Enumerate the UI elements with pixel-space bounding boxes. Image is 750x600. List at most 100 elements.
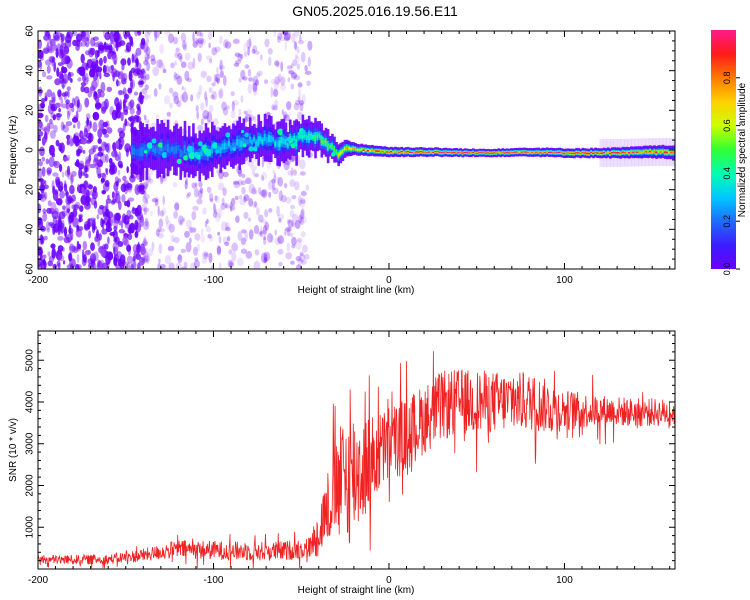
spectrogram-noise-cell	[257, 70, 263, 77]
spectrogram-ridge-cell	[444, 151, 448, 153]
spectrogram-ridge-cell	[371, 149, 374, 152]
spectrogram-ridge-cell	[655, 151, 658, 154]
spectrogram-noise-cell	[93, 91, 98, 101]
spectrogram-noise-cell	[98, 233, 102, 241]
spectrogram-noise-cell	[208, 105, 214, 113]
spectrogram-ridge-cell	[512, 151, 515, 154]
spectrogram-noise-cell	[122, 87, 127, 96]
spectrogram-noise-cell	[126, 262, 131, 269]
spectrogram-ridge-cell	[446, 151, 450, 154]
spectrogram-noise-cell	[277, 248, 284, 255]
spectrogram-ridge-cell	[232, 142, 235, 150]
y-tick-label: 5000	[25, 349, 36, 372]
spectrogram-noise-cell	[221, 101, 227, 111]
spectrogram-ridge-cell	[333, 147, 336, 152]
spectrogram-ridge-cell	[651, 151, 654, 154]
spectrogram-noise-cell	[66, 134, 71, 140]
spectrogram-noise-cell	[88, 148, 95, 155]
spectrogram-noise-cell	[299, 251, 304, 257]
spectrogram-noise-cell	[112, 71, 115, 82]
spectrogram-noise-cell	[76, 226, 80, 233]
spectrogram-noise-cell	[59, 147, 63, 152]
spectrogram-blob	[186, 145, 194, 153]
spectrogram-ridge-cell	[615, 152, 618, 154]
spectrogram-ridge-cell	[592, 152, 595, 155]
spectrogram-noise-cell	[143, 93, 149, 101]
spectrogram-noise-cell	[232, 180, 240, 185]
spectrogram-ridge-cell	[299, 134, 303, 139]
spectrogram-noise-cell	[41, 156, 46, 162]
spectrogram-noise-cell	[52, 185, 56, 191]
spectrogram-noise-cell	[97, 238, 100, 247]
spectrogram-noise-cell	[291, 155, 295, 163]
spectrogram-axis-ticks: -200 -100 0 100 60 40 20 0 20 40 60	[25, 25, 675, 286]
spectrogram-noise-cell	[60, 39, 64, 50]
spectrogram-noise-cell	[263, 251, 271, 262]
spectrogram-ridge-cell	[545, 151, 549, 153]
spectrogram-noise-cell	[54, 102, 61, 108]
spectrogram-noise-cell	[70, 78, 73, 83]
spectrogram-noise-cell	[254, 189, 258, 195]
spectrogram-noise-cell	[119, 40, 126, 46]
spectrogram-noise-cell	[299, 171, 306, 176]
spectrogram-noise-cell	[78, 66, 86, 77]
spectrogram-noise-cell	[215, 73, 221, 83]
spectrogram-noise-cell	[268, 208, 273, 213]
spectrogram-noise-cell	[39, 182, 44, 193]
spectrogram-noise-cell	[38, 120, 43, 129]
spectrogram-noise-cell	[175, 47, 180, 53]
spectrogram-noise-cell	[72, 124, 76, 129]
spectrogram-noise-cell	[290, 167, 294, 177]
spectrogram-ridge-cell	[459, 151, 463, 153]
spectrogram-noise-cell	[62, 125, 69, 133]
spectrogram-noise-cell	[159, 210, 164, 217]
spectrogram-ridge-cell	[282, 137, 286, 145]
spectrogram-noise-cell	[290, 204, 296, 210]
spectrogram-noise-cell	[139, 80, 145, 85]
spectrogram-noise-cell	[89, 85, 96, 94]
spectrogram-ridge-cell	[326, 143, 330, 149]
spectrogram-ridge-cell	[529, 151, 532, 153]
spectrogram-noise-cell	[245, 177, 252, 185]
spectrogram-noise-cell	[300, 190, 307, 197]
spectrogram-noise-cell	[225, 222, 230, 230]
spectrogram-noise-cell	[131, 53, 135, 64]
spectrogram-noise-cell	[209, 192, 214, 202]
spectrogram-ridge-cell	[623, 151, 627, 154]
spectrogram-ridge-cell	[505, 152, 509, 154]
spectrogram-noise-cell	[53, 124, 58, 133]
spectrogram-noise-cell	[88, 230, 91, 239]
spectrogram-ridge-cell	[535, 151, 538, 153]
spectrogram-noise-cell	[175, 262, 182, 269]
spectrogram-noise-cell	[44, 191, 48, 200]
spectrogram-noise-cell	[267, 180, 274, 190]
spectrogram-ridge-cell	[409, 151, 412, 153]
spectrogram-noise-cell	[200, 38, 207, 45]
spectrogram-noise-cell	[190, 94, 194, 102]
spectrogram-noise-cell	[263, 235, 266, 241]
spectrogram-noise-cell	[298, 88, 301, 98]
spectrogram-noise-cell	[120, 58, 127, 66]
spectrogram-ridge-cell	[427, 151, 431, 153]
spectrogram-noise-cell	[42, 184, 49, 190]
spectrogram-noise-cell	[106, 127, 113, 134]
spectrogram-noise-cell	[216, 77, 220, 85]
spectrogram-noise-cell	[120, 112, 124, 122]
colorbar-tick-label: 0.4	[722, 167, 732, 180]
spectrogram-noise-cell	[224, 202, 228, 209]
spectrogram-noise-cell	[174, 202, 180, 211]
spectrogram-noise-cell	[193, 246, 198, 256]
spectrogram-noise-cell	[48, 144, 55, 156]
spectrogram-noise-cell	[116, 79, 119, 87]
x-tick-label: 100	[556, 575, 573, 586]
spectrogram-noise-cell	[129, 263, 134, 269]
spectrogram-noise-cell	[55, 48, 59, 58]
spectrogram-noise-cell	[307, 40, 313, 51]
spectrogram-ridge-cell	[373, 150, 376, 152]
spectrogram-noise-cell	[247, 83, 253, 94]
spectrogram-ridge-cell	[286, 143, 290, 148]
spectrogram-noise-cell	[236, 257, 244, 267]
spectrogram-noise-cell	[284, 229, 287, 236]
spectrogram-noise-cell	[181, 91, 189, 103]
spectrogram-noise-cell	[62, 124, 66, 129]
